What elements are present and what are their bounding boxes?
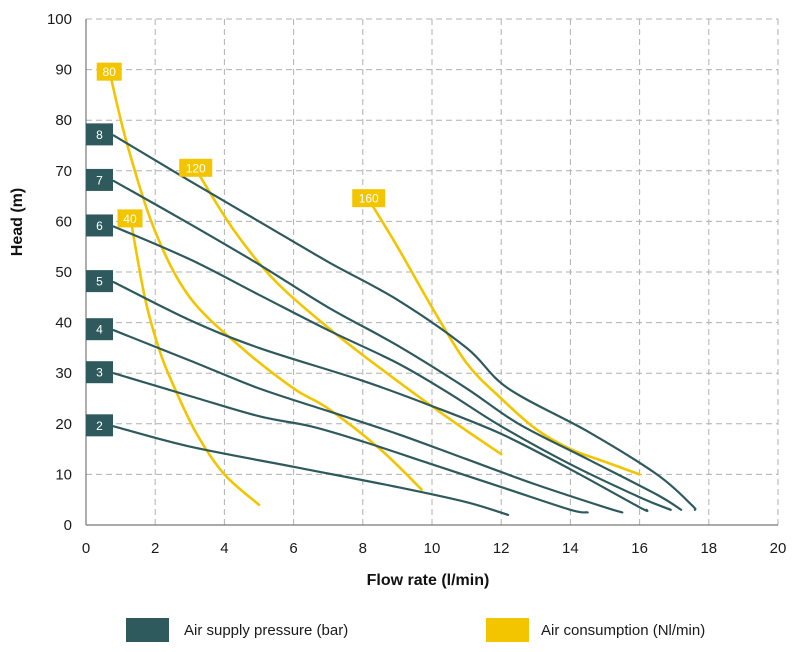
tick-labels: 0 2 4 6 8 10 12 14 16 18 20 0 10 20 30 40 50 60 70 80 90 100 [47, 11, 786, 557]
x-tick-label: 10 [424, 540, 441, 557]
consumption-label-box-80 [96, 62, 122, 81]
y-tick-label: 10 [55, 466, 72, 483]
pressure-label-4: 4 [96, 323, 103, 337]
consumption-line-160 [368, 199, 641, 476]
pressure-line-2 [112, 425, 510, 516]
legend-swatch-pressure [126, 618, 169, 642]
x-tick-label: 18 [700, 540, 717, 557]
pressure-label-6: 6 [96, 219, 103, 233]
pressure-line-8 [112, 134, 697, 511]
consumption-line-120 [195, 169, 503, 456]
x-tick-label: 20 [770, 540, 787, 557]
pressure-line-4 [112, 329, 624, 514]
pressure-label-box-4 [86, 318, 113, 341]
y-tick-label: 20 [55, 416, 72, 433]
pressure-label-box-7 [86, 168, 113, 191]
pressure-label-2: 2 [96, 419, 103, 433]
legend-label-consumption: Air consumption (Nl/min) [541, 622, 705, 639]
x-tick-label: 16 [631, 540, 648, 557]
consumption-label-box-160 [352, 189, 386, 208]
series-lines [108, 73, 697, 516]
x-tick-label: 4 [220, 540, 228, 557]
x-tick-label: 6 [289, 540, 297, 557]
y-tick-label: 50 [55, 264, 72, 281]
x-axis-title: Flow rate (l/min) [367, 572, 490, 589]
y-axis-title: Head (m) [9, 188, 26, 256]
legend-label-pressure: Air supply pressure (bar) [184, 622, 348, 639]
y-tick-label: 30 [55, 365, 72, 382]
consumption-line-80 [108, 73, 423, 491]
grid [86, 18, 779, 525]
pressure-label-box-6 [86, 214, 113, 237]
y-tick-label: 0 [64, 517, 72, 534]
consumption-label-box-40 [117, 209, 143, 228]
pressure-label-box-8 [86, 123, 113, 146]
x-tick-label: 12 [493, 540, 510, 557]
legend: Air supply pressure (bar) Air consumptio… [126, 618, 705, 642]
pressure-label-3: 3 [96, 366, 103, 380]
series-labels: 2 3 4 5 6 7 8 40 80 120 160 [86, 62, 386, 437]
y-tick-label: 60 [55, 213, 72, 230]
pressure-label-5: 5 [96, 275, 103, 289]
x-tick-label: 8 [359, 540, 367, 557]
pressure-label-8: 8 [96, 128, 103, 142]
pressure-label-box-2 [86, 414, 113, 437]
y-tick-label: 70 [55, 163, 72, 180]
pressure-line-5 [112, 281, 649, 513]
x-tick-label: 2 [151, 540, 159, 557]
consumption-label-160: 160 [359, 192, 379, 206]
pressure-line-3 [112, 372, 589, 514]
consumption-label-120: 120 [186, 161, 206, 175]
consumption-label-40: 40 [123, 212, 137, 226]
x-tick-label: 14 [562, 540, 579, 557]
y-tick-label: 80 [55, 112, 72, 129]
legend-swatch-consumption [486, 618, 529, 642]
pressure-label-box-5 [86, 270, 113, 293]
pressure-line-7 [112, 179, 683, 511]
x-tick-label: 0 [82, 540, 90, 557]
y-tick-label: 90 [55, 62, 72, 79]
pressure-label-7: 7 [96, 173, 103, 187]
pressure-line-6 [112, 225, 672, 511]
pressure-label-box-3 [86, 361, 113, 384]
y-tick-label: 100 [47, 11, 72, 28]
consumption-label-80: 80 [103, 65, 117, 79]
y-tick-label: 40 [55, 315, 72, 332]
consumption-label-box-120 [179, 158, 213, 177]
